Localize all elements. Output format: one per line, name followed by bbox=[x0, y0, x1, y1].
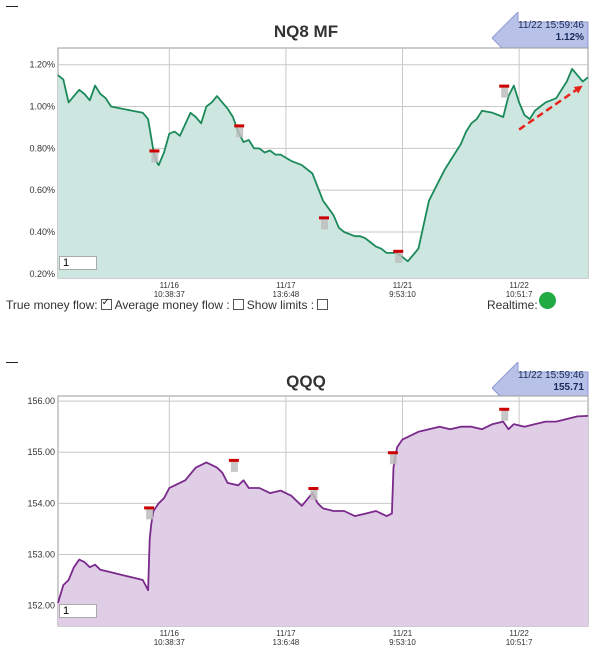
flag-marker[interactable] bbox=[499, 84, 510, 98]
x-tick-date: 11/22 bbox=[509, 281, 529, 290]
x-tick-time: 9:53:10 bbox=[389, 290, 416, 299]
flag-marker[interactable] bbox=[499, 407, 510, 421]
flag-marker[interactable] bbox=[149, 149, 160, 163]
badge-time: 11/22 15:59:46 bbox=[518, 370, 584, 381]
flag-marker[interactable] bbox=[234, 124, 245, 138]
flag-marker[interactable] bbox=[387, 451, 398, 465]
true-money-flow-label: True money flow: bbox=[6, 298, 98, 312]
y-tick-label: 152.00 bbox=[27, 601, 55, 611]
series-area bbox=[58, 68, 588, 279]
y-tick-label: 0.20% bbox=[29, 269, 55, 279]
flag-marker[interactable] bbox=[228, 458, 239, 472]
trend-arrow bbox=[518, 88, 578, 131]
chart-title: NQ8 MF bbox=[273, 22, 339, 41]
chart-plot-nq8: 1.20% 1.00% 0.80% 0.60% 0.40% 0.20% 11/1610:38… bbox=[29, 47, 589, 299]
badge-value: 1.12% bbox=[555, 32, 584, 43]
x-tick-date: 11/17 bbox=[276, 629, 296, 638]
badge-time: 11/22 15:59:46 bbox=[518, 20, 584, 31]
x-tick-date: 11/17 bbox=[276, 281, 296, 290]
x-tick-time: 10:51:7 bbox=[506, 638, 533, 647]
x-tick-date: 11/16 bbox=[160, 281, 180, 290]
y-tick-label: 153.00 bbox=[27, 549, 55, 559]
y-tick-label: 0.80% bbox=[29, 143, 55, 153]
series-line bbox=[57, 68, 589, 263]
x-tick-time: 13:6:48 bbox=[273, 638, 300, 647]
chart-input[interactable] bbox=[59, 604, 97, 618]
chart-controls: True money flow: Average money flow : Show… bbox=[6, 297, 331, 312]
show-limits-checkbox[interactable] bbox=[317, 299, 329, 310]
y-tick-label: 0.60% bbox=[29, 185, 55, 195]
y-tick-label: 154.00 bbox=[27, 498, 55, 508]
realtime-label: Realtime: bbox=[487, 298, 538, 312]
y-tick-label: 1.20% bbox=[29, 60, 55, 70]
chart-input[interactable] bbox=[59, 256, 97, 270]
chart-panel-qqq: QQQ 11/22 15:59:46 155.71 156.00 155.00 15… bbox=[0, 356, 612, 664]
x-tick-date: 11/21 bbox=[393, 281, 413, 290]
true-money-flow-checkbox[interactable] bbox=[100, 297, 112, 310]
chart-panel-nq8: NQ8 MF 11/22 15:59:46 1.12% 1.20% 1.00% 0.… bbox=[0, 0, 612, 320]
y-tick-label: 1.00% bbox=[29, 102, 55, 112]
chart-title: QQQ bbox=[286, 372, 326, 391]
badge-value: 155.71 bbox=[553, 382, 584, 393]
x-tick-time: 13:6:48 bbox=[273, 290, 300, 299]
show-limits-label: Show limits : bbox=[246, 298, 315, 312]
flag-marker[interactable] bbox=[319, 216, 329, 230]
x-tick-date: 11/21 bbox=[393, 629, 413, 638]
y-tick-label: 156.00 bbox=[27, 396, 55, 406]
x-tick-date: 11/22 bbox=[509, 629, 529, 638]
minimize-icon[interactable] bbox=[6, 362, 18, 363]
series-area bbox=[58, 415, 588, 626]
minimize-icon[interactable] bbox=[6, 6, 18, 7]
chart-plot-qqq: 156.00 155.00 154.00 153.00 152.00 11/1610:38… bbox=[27, 395, 589, 647]
y-tick-label: 0.40% bbox=[29, 227, 55, 237]
x-tick-date: 11/16 bbox=[160, 629, 180, 638]
series-line bbox=[57, 415, 589, 604]
flag-marker[interactable] bbox=[393, 249, 404, 263]
x-tick-time: 9:53:10 bbox=[389, 638, 416, 647]
average-money-flow-checkbox[interactable] bbox=[232, 299, 244, 310]
status-dot-icon bbox=[539, 292, 556, 309]
flag-marker[interactable] bbox=[144, 506, 155, 520]
y-tick-label: 155.00 bbox=[27, 447, 55, 457]
trend-arrow-head bbox=[573, 85, 583, 94]
x-tick-time: 10:51:7 bbox=[506, 290, 533, 299]
flag-marker[interactable] bbox=[308, 487, 319, 500]
x-tick-time: 10:38:37 bbox=[154, 638, 186, 647]
x-tick-time: 10:38:37 bbox=[154, 290, 186, 299]
average-money-flow-label: Average money flow : bbox=[114, 298, 230, 312]
